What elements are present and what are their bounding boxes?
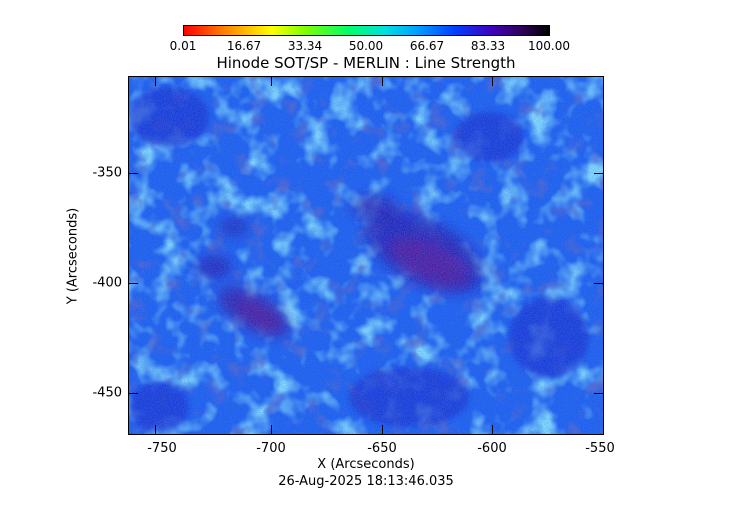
xtick-label: -650 <box>367 441 397 456</box>
x-axis-label: X (Arcseconds) <box>317 457 415 472</box>
xtick-mark <box>382 425 383 435</box>
speckle-texture <box>129 77 603 434</box>
ytick-label: -350 <box>92 165 122 181</box>
xtick-label: -550 <box>585 441 615 456</box>
xtick-mark-top <box>382 76 383 86</box>
xtick-mark <box>492 425 493 435</box>
xtick-mark <box>155 425 156 435</box>
xtick-label: -750 <box>147 441 177 456</box>
xtick-mark-top <box>492 76 493 86</box>
xtick-mark-top <box>271 76 272 86</box>
map-image <box>129 77 603 434</box>
ytick-mark-right <box>594 173 604 174</box>
ytick-mark-right <box>594 283 604 284</box>
colorbar <box>183 25 550 36</box>
colorbar-label-1: 16.67 <box>226 39 262 53</box>
colorbar-label-3: 50.00 <box>348 39 384 53</box>
plot-title: Hinode SOT/SP - MERLIN : Line Strength <box>216 54 516 72</box>
timestamp: 26-Aug-2025 18:13:46.035 <box>278 474 454 489</box>
colorbar-label-6: 100.00 <box>528 39 570 53</box>
ytick-mark-right <box>594 393 604 394</box>
colorbar-label-5: 83.33 <box>470 39 506 53</box>
colorbar-label-0: 0.01 <box>169 39 197 53</box>
ytick-label: -400 <box>92 275 122 291</box>
ytick-label: -450 <box>92 385 122 401</box>
ytick-mark <box>128 393 138 394</box>
xtick-mark <box>271 425 272 435</box>
ytick-mark <box>128 173 138 174</box>
colorbar-label-4: 66.67 <box>409 39 445 53</box>
xtick-label: -700 <box>256 441 286 456</box>
ytick-mark <box>128 283 138 284</box>
xtick-label: -600 <box>477 441 507 456</box>
xtick-mark-top <box>155 76 156 86</box>
y-axis-label: Y (Arcseconds) <box>65 207 81 305</box>
colorbar-label-2: 33.34 <box>287 39 323 53</box>
line-strength-map <box>128 76 604 435</box>
